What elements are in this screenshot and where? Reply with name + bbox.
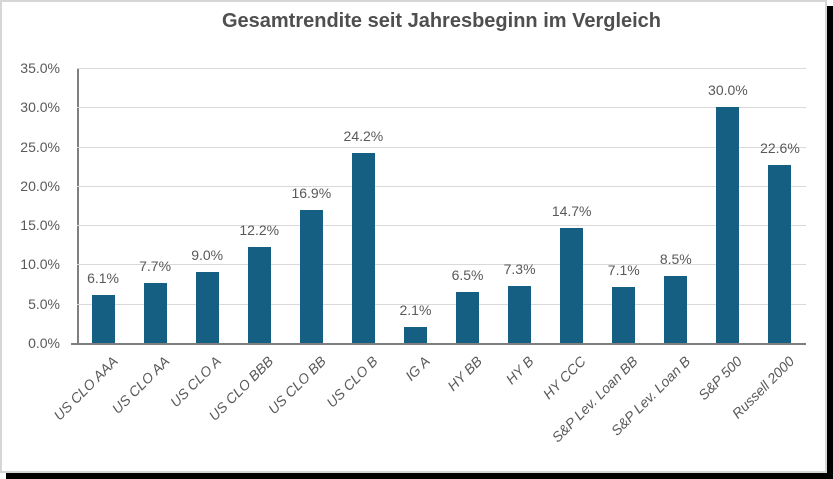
- y-axis-line: [77, 68, 79, 343]
- bar: [143, 282, 167, 343]
- bar-value-label: 2.1%: [399, 301, 432, 318]
- bar: [768, 165, 792, 343]
- bar-value-label: 30.0%: [708, 82, 748, 99]
- y-axis-tick-label: 15.0%: [20, 217, 60, 234]
- gridline: [77, 185, 806, 187]
- bar-value-label: 7.7%: [139, 257, 172, 274]
- bar-value-label: 14.7%: [551, 202, 592, 219]
- x-axis-tick-label: HY CCC: [539, 353, 589, 403]
- y-axis-tick-label: 20.0%: [20, 177, 60, 194]
- y-axis-tick-label: 30.0%: [20, 99, 60, 116]
- bar: [664, 276, 688, 343]
- bar-value-label: 12.2%: [239, 222, 280, 239]
- bar: [403, 326, 427, 343]
- bar: [351, 152, 375, 343]
- gridline: [77, 68, 806, 69]
- y-axis-tick-label: 10.0%: [20, 256, 60, 273]
- bar-value-label: 16.9%: [291, 185, 332, 202]
- y-axis-tick-label: 0.0%: [28, 335, 60, 351]
- bar-value-label: 7.1%: [607, 262, 640, 279]
- bar-value-label: 9.0%: [191, 247, 224, 264]
- bar: [247, 247, 271, 343]
- bar: [91, 295, 115, 343]
- y-axis-tick-label: 35.0%: [20, 60, 60, 76]
- x-axis-tick-label: S&P 500: [695, 353, 746, 404]
- bar: [508, 285, 532, 343]
- plot-area: 6.1% 7.7% 9.0% 12.2% 16.9% 24.2% 2.1% 6.5% 7.3% 1…: [77, 68, 806, 343]
- gridline: [77, 264, 806, 266]
- gridline: [77, 225, 806, 227]
- bar-value-label: 24.2%: [343, 127, 384, 144]
- bar: [456, 291, 480, 343]
- bar-value-label: 8.5%: [659, 251, 692, 268]
- bar: [195, 272, 219, 343]
- bar-value-label: 7.3%: [503, 260, 536, 277]
- bar-value-label: 6.5%: [451, 266, 484, 283]
- x-axis-tick-label: HY BB: [443, 353, 485, 394]
- x-axis-tick-label: US CLO B: [323, 353, 381, 411]
- gridline: [77, 146, 806, 148]
- x-axis-tick-label: US CLO AAA: [49, 353, 121, 424]
- bar: [612, 287, 636, 343]
- gridline: [77, 107, 806, 109]
- x-axis-tick-label: HY B: [502, 353, 537, 388]
- bar: [299, 210, 323, 343]
- chart-title: Gesamtrendite seit Jahresbeginn im Vergl…: [221, 10, 662, 32]
- y-axis-tick-label: 25.0%: [20, 138, 60, 155]
- bar-value-label: 6.1%: [87, 270, 119, 287]
- x-axis-line: [71, 343, 806, 345]
- bar: [560, 227, 584, 343]
- y-axis-tick-label: 5.0%: [28, 295, 60, 312]
- x-axis-tick-label: IG A: [402, 353, 433, 384]
- gridline: [77, 303, 806, 305]
- bar-value-label: 22.6%: [760, 140, 800, 157]
- bar: [716, 107, 740, 343]
